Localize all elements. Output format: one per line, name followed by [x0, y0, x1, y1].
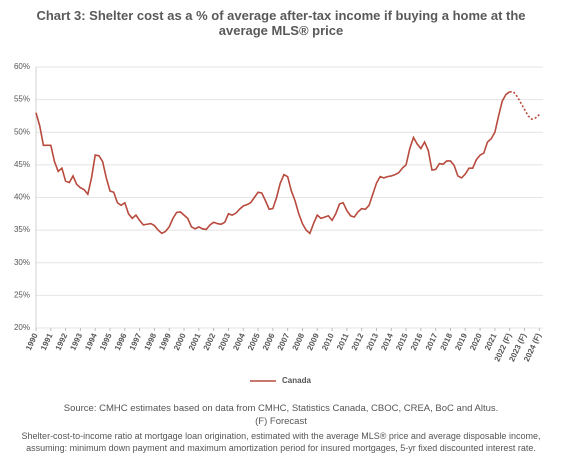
x-tick-label: 2008 [290, 331, 306, 351]
x-tick-label: 2006 [261, 331, 277, 351]
source-text: Source: CMHC estimates based on data fro… [63, 403, 499, 414]
y-tick-label: 55% [14, 95, 30, 104]
footnote: Shelter-cost-to-income ratio at mortgage… [21, 431, 541, 453]
x-tick-label: 2003 [216, 331, 232, 351]
chart-title: Chart 3: Shelter cost as a % of average … [36, 8, 526, 38]
chart: 20%25%30%35%40%45%50%55%60%1990 1991 1992 1… [14, 62, 543, 385]
series-line [35, 91, 511, 235]
x-tick-label: 2001 [187, 331, 203, 351]
x-tick-label: 2020 [468, 331, 484, 351]
x-tick-label: 2012 [350, 331, 366, 351]
y-tick-label: 30% [14, 258, 30, 267]
x-tick-label: 2017 [424, 331, 440, 351]
x-tick-label: 2009 [305, 331, 321, 351]
x-tick-label: 1991 [39, 331, 55, 351]
x-tick-label: 2019 [453, 331, 469, 351]
x-tick-label: 1996 [113, 331, 129, 351]
y-tick-label: 20% [14, 323, 30, 332]
x-tick-label: 1997 [128, 331, 144, 351]
x-tick-label: 2010 [320, 331, 336, 351]
legend-label: Canada [282, 376, 311, 385]
x-tick-label: 2007 [276, 331, 292, 351]
x-tick-label: 2000 [172, 331, 188, 351]
forecast-note: (F) Forecast [255, 416, 307, 427]
y-tick-label: 40% [14, 193, 30, 202]
y-tick-label: 60% [14, 62, 30, 71]
y-tick-label: 35% [14, 225, 30, 234]
source: Source: CMHC estimates based on data fro… [0, 402, 562, 428]
x-tick-label: 1998 [142, 331, 158, 351]
x-tick-label: 2002 [202, 331, 218, 351]
y-tick-label: 45% [14, 160, 30, 169]
x-tick-label: 1993 [68, 331, 84, 351]
x-tick-label: 2014 [379, 331, 395, 351]
x-tick-label: 2018 [439, 331, 455, 351]
x-tick-label: 1994 [83, 331, 99, 351]
x-tick-label: 2013 [365, 331, 381, 351]
y-tick-label: 25% [14, 290, 30, 299]
x-tick-label: 2004 [231, 331, 247, 351]
x-tick-label: 1999 [157, 331, 173, 351]
x-tick-label: 1990 [24, 331, 40, 351]
x-tick-label: 2016 [409, 331, 425, 351]
x-tick-label: 2015 [394, 331, 410, 351]
y-tick-label: 50% [14, 127, 30, 136]
x-tick-label: 1995 [98, 331, 114, 351]
x-tick-label: 2005 [246, 331, 262, 351]
x-tick-label: 1992 [54, 331, 70, 351]
forecast-line [509, 90, 540, 121]
